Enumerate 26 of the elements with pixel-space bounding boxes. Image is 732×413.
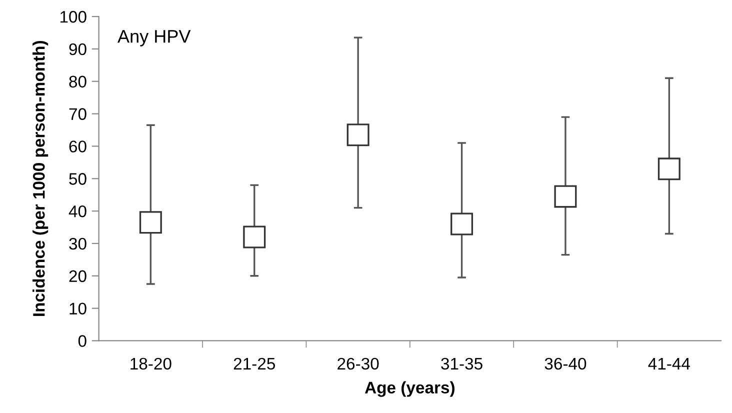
y-tick-label: 60 xyxy=(69,140,86,152)
y-axis-title: Incidence (per 1000 person-month) xyxy=(32,40,48,316)
y-tick-label: 0 xyxy=(78,335,86,347)
point xyxy=(554,185,577,208)
x-tick-label: 21-25 xyxy=(234,358,275,370)
point xyxy=(139,211,162,234)
point xyxy=(346,124,370,146)
y-tick-label: 30 xyxy=(69,238,86,250)
x-tick-label: 26-30 xyxy=(338,358,379,370)
annotation: Any HPV xyxy=(118,30,191,46)
point xyxy=(243,226,266,248)
point xyxy=(450,212,474,236)
y-tick-label: 70 xyxy=(69,108,86,120)
point xyxy=(658,158,680,180)
y-tick-label: 80 xyxy=(69,76,86,88)
y-tick-label: 40 xyxy=(68,205,86,218)
x-tick-label: 41-44 xyxy=(648,358,690,370)
y-tick-label: 100 xyxy=(60,10,86,23)
y-tick-label: 50 xyxy=(69,173,86,185)
x-axis-title: Age (years) xyxy=(364,381,454,397)
y-tick-label: 20 xyxy=(69,270,86,282)
x-tick-label: 18-20 xyxy=(130,358,172,370)
x-tick-label: 31-35 xyxy=(441,358,482,370)
x-tick-label: 36-40 xyxy=(544,358,586,370)
y-tick-label: 10 xyxy=(70,302,86,315)
y-tick-label: 90 xyxy=(69,43,86,56)
